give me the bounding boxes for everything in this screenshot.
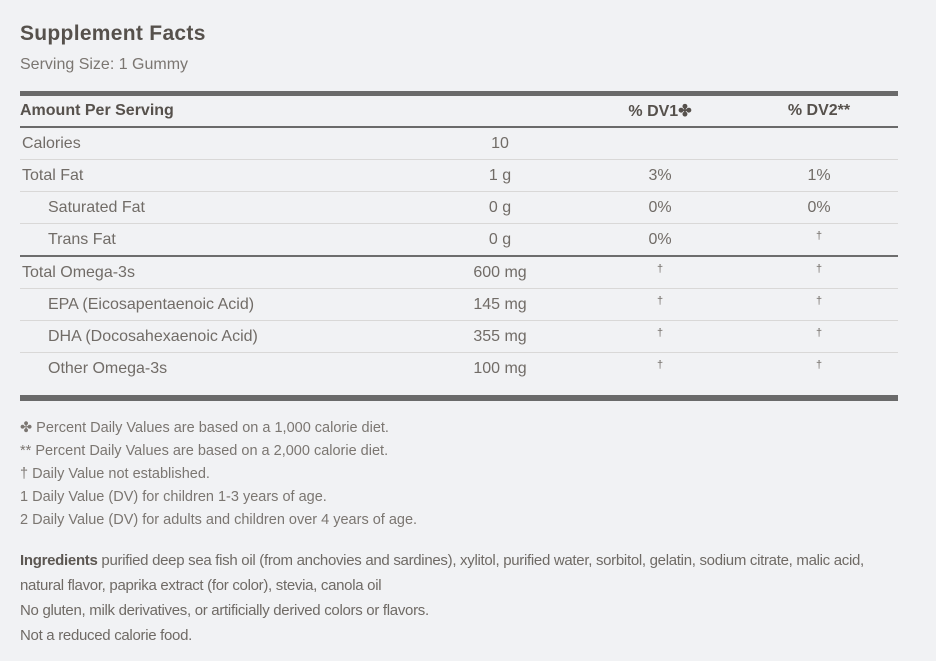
table-row: Trans Fat 0 g 0% † — [20, 223, 898, 255]
row-name: DHA (Docosahexaenoic Acid) — [48, 327, 258, 345]
table-row: Saturated Fat 0 g 0% 0% — [20, 191, 898, 223]
table-row: Total Omega-3s 600 mg † † — [20, 255, 898, 288]
row-amount: 355 mg — [473, 327, 527, 345]
row-name: Total Fat — [22, 166, 84, 184]
row-dv1: 0% — [648, 198, 672, 216]
footnote-line: ** Percent Daily Values are based on a 2… — [20, 443, 389, 459]
row-dv1: 0% — [648, 230, 672, 248]
row-name: Other Omega-3s — [48, 359, 168, 377]
row-name: Total Omega-3s — [22, 263, 135, 281]
row-amount: 1 g — [488, 166, 512, 184]
table-body: Calories 10 Total Fat 1 g 3% 1% Saturate… — [20, 128, 898, 384]
row-dv2: † — [815, 262, 823, 275]
row-dv2: † — [815, 358, 823, 371]
serving-size-text: Serving Size: 1 Gummy — [20, 56, 189, 73]
footnote-line: ✤ Percent Daily Values are based on a 1,… — [20, 420, 389, 436]
row-dv1: 3% — [648, 166, 672, 184]
row-name: Trans Fat — [48, 230, 116, 248]
row-name: Saturated Fat — [48, 198, 145, 216]
row-dv1: † — [656, 326, 664, 339]
row-amount: 145 mg — [473, 295, 527, 313]
table-bottom-rule — [20, 395, 898, 401]
footnote-line: 1 Daily Value (DV) for children 1-3 year… — [20, 489, 327, 505]
row-dv1: † — [656, 358, 664, 371]
row-dv2: 0% — [807, 198, 831, 216]
footnote-line: † Daily Value not established. — [20, 466, 210, 482]
column-header-amount-per-serving: Amount Per Serving — [20, 102, 174, 119]
row-dv2: † — [815, 229, 823, 242]
row-dv2: † — [815, 294, 823, 307]
table-row: Other Omega-3s 100 mg † † — [20, 352, 898, 384]
footnotes-block: ✤ Percent Daily Values are based on a 1,… — [20, 417, 898, 532]
table-header-row: Amount Per Serving % DV1✤ % DV2** — [20, 96, 898, 128]
ingredients-label: Ingredients — [20, 552, 98, 569]
row-name: Calories — [22, 134, 81, 152]
row-amount: 100 mg — [473, 359, 527, 377]
row-amount: 0 g — [488, 198, 512, 216]
ingredients-text: purified deep sea fish oil (from anchovi… — [20, 552, 864, 594]
row-dv1: † — [656, 262, 664, 275]
row-dv1: † — [656, 294, 664, 307]
row-amount: 10 — [491, 134, 509, 152]
no-gluten-note: No gluten, milk derivatives, or artifici… — [20, 602, 429, 619]
row-amount: 0 g — [488, 230, 512, 248]
row-name: EPA (Eicosapentaenoic Acid) — [48, 295, 255, 313]
page-title: Supplement Facts — [20, 22, 206, 45]
column-header-dv2: % DV2** — [787, 102, 851, 119]
table-row: Total Fat 1 g 3% 1% — [20, 159, 898, 191]
table-row: Calories 10 — [20, 128, 898, 159]
facts-table: Amount Per Serving % DV1✤ % DV2** Calori… — [20, 91, 898, 401]
row-dv2: 1% — [807, 166, 831, 184]
not-reduced-calorie-note: Not a reduced calorie food. — [20, 627, 193, 644]
column-header-dv1: % DV1✤ — [628, 103, 692, 120]
table-row: DHA (Docosahexaenoic Acid) 355 mg † † — [20, 320, 898, 352]
row-amount: 600 mg — [473, 263, 527, 281]
table-row: EPA (Eicosapentaenoic Acid) 145 mg † † — [20, 288, 898, 320]
ingredients-paragraph: Ingredients purified deep sea fish oil (… — [20, 548, 898, 598]
footnote-line: 2 Daily Value (DV) for adults and childr… — [20, 512, 418, 528]
row-dv2: † — [815, 326, 823, 339]
